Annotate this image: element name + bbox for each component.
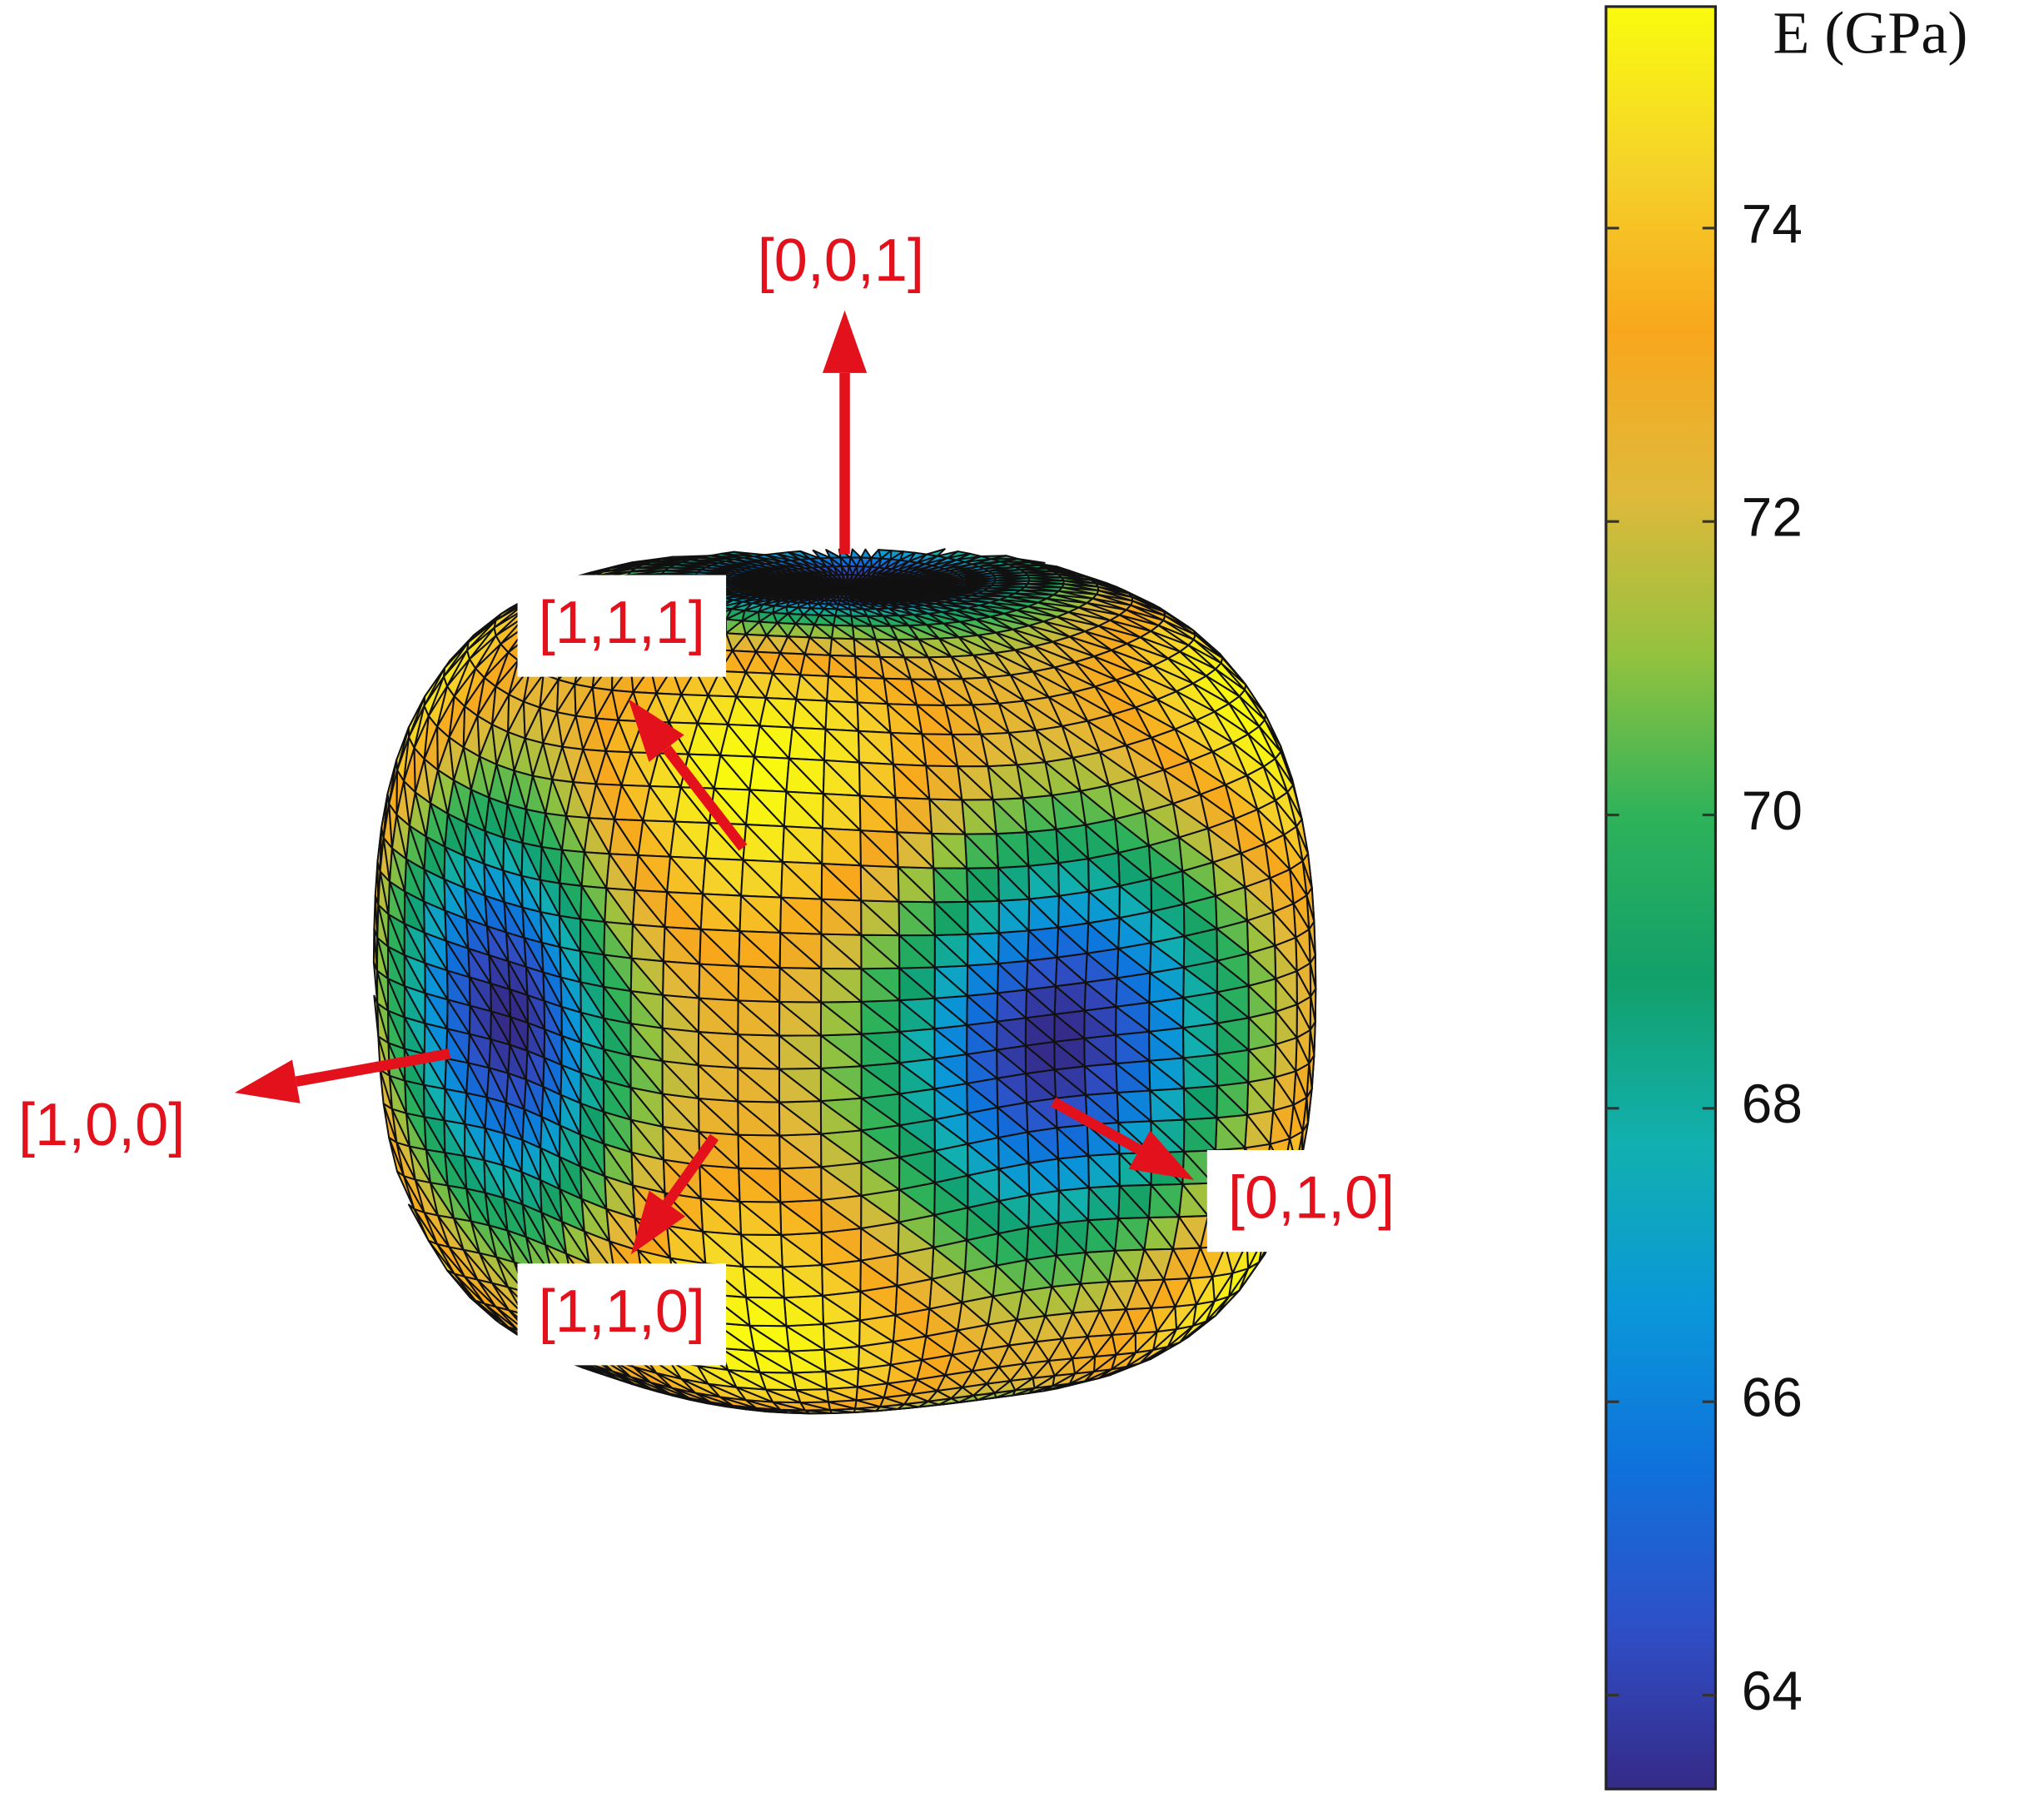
arrow-head — [630, 1190, 686, 1255]
colorbar-title: E (GPa) — [1773, 0, 1967, 67]
arrow-shaft — [295, 1048, 451, 1087]
surface-facet — [845, 574, 850, 584]
surface-facet — [779, 896, 823, 935]
arrow-shaft — [662, 745, 748, 851]
colorbar-tick-label: 66 — [1742, 1367, 1803, 1428]
surface-facet — [849, 548, 863, 559]
surface — [372, 548, 1317, 1415]
colorbar-tick-label: 64 — [1742, 1660, 1803, 1721]
surface-facet — [870, 549, 883, 560]
arrow-head — [822, 310, 868, 373]
colorbar-fill — [1604, 5, 1718, 1791]
annotation-labels: [0,0,1] [1,1,1] [1,0,0] [0,1,0] [1,1,0] — [18, 227, 1416, 1366]
annotation-label: [1,0,0] — [18, 1092, 185, 1158]
arrow-shaft — [663, 1133, 719, 1207]
arrow-head — [628, 699, 684, 763]
surface-facet — [860, 548, 873, 560]
arrow-head — [1128, 1130, 1195, 1181]
colorbar: 64 66 68 70 72 74 E (GPa) — [1604, 0, 1967, 1791]
annotation-arrows — [234, 310, 1195, 1255]
colorbar-tick-label: 70 — [1742, 779, 1803, 841]
annotation-label: [0,0,1] — [758, 227, 924, 294]
colorbar-tick-label: 72 — [1742, 486, 1803, 548]
surface-facet — [739, 930, 782, 969]
annotation-label: [1,1,0] — [539, 1278, 705, 1345]
label-box — [517, 1263, 727, 1366]
label-box — [1206, 1150, 1416, 1253]
surface-facet — [780, 860, 823, 900]
arrow-head — [234, 1059, 301, 1103]
colorbar-tick-label: 68 — [1742, 1073, 1803, 1134]
colorbar-tick-label: 74 — [1742, 192, 1803, 254]
annotation-label: [1,1,1] — [539, 590, 705, 656]
label-box — [517, 575, 727, 677]
annotation-label: [0,1,0] — [1228, 1165, 1395, 1232]
arrow-shaft — [1051, 1097, 1142, 1155]
